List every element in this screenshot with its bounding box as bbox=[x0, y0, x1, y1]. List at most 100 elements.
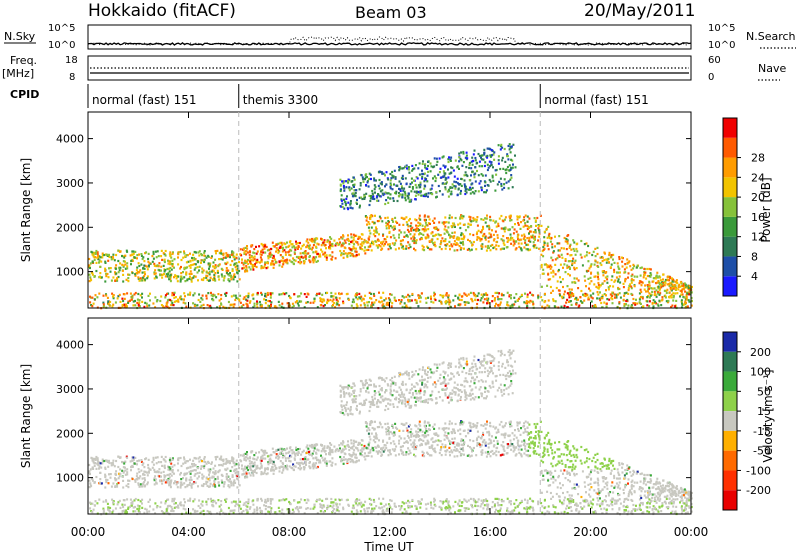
power-echo-cell bbox=[275, 250, 277, 253]
velocity-echo-cell bbox=[225, 468, 228, 472]
power-echo-cell bbox=[417, 167, 420, 170]
power-echo-cell bbox=[568, 288, 571, 291]
power-echo-cell bbox=[127, 273, 129, 276]
power-echo-cell bbox=[575, 243, 578, 246]
power-echo-cell bbox=[340, 254, 342, 257]
power-echo-cell bbox=[154, 296, 157, 299]
power-echo-cell bbox=[112, 297, 115, 300]
velocity-echo-cell bbox=[479, 436, 482, 440]
power-echo-cell bbox=[679, 285, 682, 288]
power-echo-cell bbox=[385, 224, 388, 227]
power-echo-cell bbox=[340, 194, 343, 197]
power-echo-cell bbox=[425, 301, 428, 304]
power-echo-cell bbox=[356, 293, 358, 296]
power-echo-cell bbox=[511, 305, 514, 308]
power-echo-cell bbox=[393, 236, 396, 240]
power-echo-cell bbox=[401, 194, 404, 197]
power-echo-cell bbox=[453, 243, 456, 246]
velocity-echo-cell bbox=[195, 457, 198, 460]
velocity-echo-cell bbox=[351, 459, 354, 462]
power-echo-cell bbox=[379, 182, 382, 185]
power-echo-cell bbox=[287, 245, 290, 248]
power-echo-cell bbox=[588, 282, 591, 285]
power-echo-cell bbox=[459, 192, 462, 195]
power-echo-cell bbox=[352, 192, 355, 195]
power-echo-cell bbox=[515, 230, 518, 233]
power-echo-cell bbox=[551, 246, 554, 249]
power-echo-cell bbox=[683, 282, 686, 285]
power-echo-cell bbox=[476, 294, 479, 297]
power-echo-cell bbox=[311, 257, 314, 260]
power-echo-cell bbox=[489, 218, 492, 221]
power-echo-cell bbox=[260, 242, 263, 246]
power-echo-cell bbox=[438, 299, 441, 302]
velocity-echo-cell bbox=[169, 460, 172, 464]
power-echo-cell bbox=[502, 242, 505, 245]
power-echo-cell bbox=[681, 304, 684, 307]
power-echo-cell bbox=[675, 286, 678, 289]
power-echo-cell bbox=[246, 299, 249, 302]
power-echo-cell bbox=[687, 299, 690, 302]
power-echo-cell bbox=[286, 241, 288, 244]
power-echo-cell bbox=[475, 248, 478, 251]
power-echo-cell bbox=[465, 191, 468, 194]
power-echo-cell bbox=[154, 250, 157, 253]
power-echo-cell bbox=[233, 303, 236, 306]
power-echo-cell bbox=[493, 151, 496, 154]
power-echo-cell bbox=[532, 302, 535, 305]
power-echo-cell bbox=[358, 253, 360, 256]
power-echo-cell bbox=[538, 224, 541, 227]
power-echo-cell bbox=[588, 267, 591, 270]
velocity-echo-cell bbox=[325, 464, 328, 467]
power-echo-cell bbox=[413, 179, 415, 182]
power-echo-cell bbox=[468, 215, 471, 218]
power-echo-cell bbox=[383, 192, 386, 195]
power-echo-cell bbox=[243, 296, 246, 299]
power-echo-cell bbox=[599, 291, 601, 294]
velocity-echo-cell bbox=[110, 462, 113, 465]
velocity-echo-cell bbox=[453, 441, 456, 444]
power-echo-cell bbox=[429, 222, 431, 225]
velocity-echo-cell bbox=[229, 478, 231, 481]
power-echo-cell bbox=[382, 305, 385, 308]
power-echo-cell bbox=[351, 180, 354, 183]
power-echo-cell bbox=[483, 151, 486, 154]
velocity-echo-cell bbox=[153, 470, 156, 473]
velocity-echo-cell bbox=[209, 468, 212, 471]
velocity-echo-cell bbox=[256, 464, 259, 467]
velocity-echo-cell bbox=[473, 424, 476, 427]
power-echo-cell bbox=[481, 174, 484, 177]
velocity-echo-cell bbox=[282, 467, 285, 470]
velocity-echo-cell bbox=[330, 464, 333, 467]
power-echo-cell bbox=[575, 267, 578, 270]
power-echo-cell bbox=[445, 221, 448, 224]
power-echo-cell bbox=[554, 263, 557, 266]
power-echo-cell bbox=[282, 292, 285, 295]
power-echo-cell bbox=[670, 296, 673, 299]
power-echo-cell bbox=[494, 189, 497, 192]
power-echo-cell bbox=[342, 182, 345, 185]
power-echo-cell bbox=[558, 235, 561, 238]
velocity-echo-cell bbox=[303, 468, 306, 471]
velocity-echo-cell bbox=[160, 455, 163, 458]
power-echo-cell bbox=[597, 265, 600, 268]
velocity-echo-cell bbox=[433, 423, 436, 426]
power-echo-cell bbox=[294, 301, 297, 304]
power-echo-cell bbox=[350, 187, 353, 190]
power-echo-cell bbox=[558, 242, 561, 245]
power-echo-cell bbox=[153, 273, 156, 276]
power-echo-cell bbox=[601, 259, 604, 263]
power-echo-cell bbox=[526, 220, 529, 223]
velocity-echo-cell bbox=[359, 442, 361, 445]
power-echo-cell bbox=[639, 266, 642, 270]
power-echo-cell bbox=[482, 218, 485, 221]
power-echo-cell bbox=[459, 216, 462, 219]
power-echo-cell bbox=[450, 166, 453, 169]
power-echo-cell bbox=[234, 294, 237, 297]
power-echo-cell bbox=[131, 271, 134, 275]
velocity-echo-cell bbox=[309, 444, 311, 447]
velocity-echo-cell bbox=[354, 440, 357, 443]
velocity-echo-cell bbox=[224, 462, 227, 465]
power-echo-cell bbox=[605, 302, 608, 305]
power-echo-cell bbox=[344, 201, 347, 204]
